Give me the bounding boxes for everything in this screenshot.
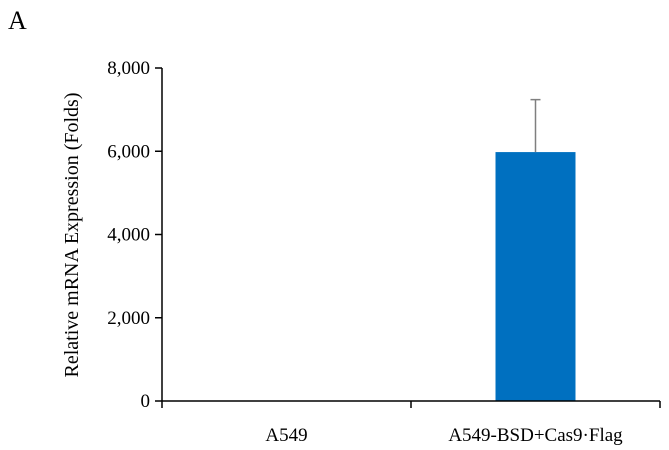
- x-tick-label: A549-BSD+Cas9·Flag: [448, 425, 623, 446]
- y-tick-label: 4,000: [107, 225, 150, 246]
- bar: [495, 152, 576, 401]
- y-axis: 0 2,000 4,000 6,000 8,000: [107, 58, 163, 412]
- panel-label: A: [8, 6, 27, 35]
- y-axis-title: Relative mRNA Expression (Folds): [61, 93, 83, 378]
- y-tick-label: 6,000: [107, 141, 150, 162]
- bars: [495, 98, 576, 401]
- y-tick-label: 0: [141, 391, 151, 412]
- x-axis: A549 A549-BSD+Cas9·Flag: [161, 400, 661, 446]
- x-tick-label: A549: [265, 425, 307, 446]
- y-tick-label: 2,000: [107, 308, 150, 329]
- y-tick-label: 8,000: [107, 58, 150, 79]
